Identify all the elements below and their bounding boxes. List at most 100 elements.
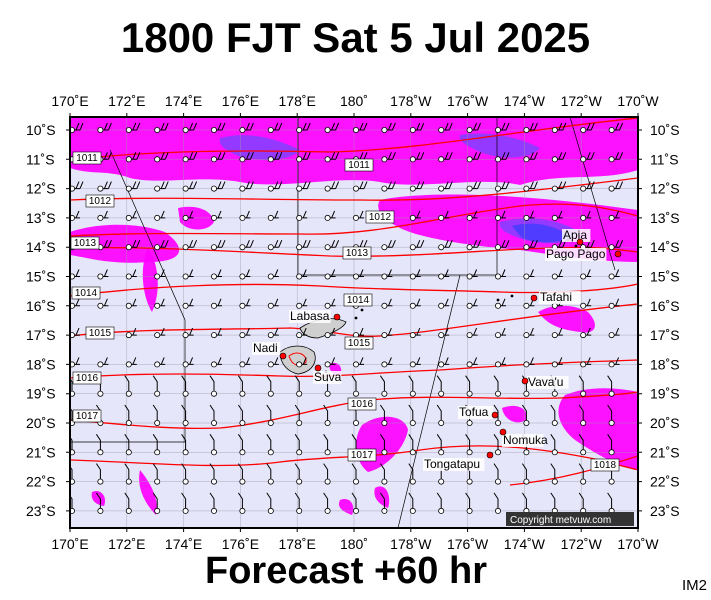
wind-barb-station <box>494 185 501 192</box>
latitude-label-right: 17˚S <box>650 327 680 343</box>
latitude-label-left: 10˚S <box>26 122 56 138</box>
wind-barb-station <box>438 302 445 309</box>
wind-barb-station <box>267 332 274 339</box>
wind-barb-station <box>409 127 416 134</box>
wind-barb-station <box>409 302 416 309</box>
place-marker <box>314 364 322 372</box>
wind-barb-station <box>125 332 132 339</box>
wind-barb-station <box>523 156 530 163</box>
rain-area <box>219 135 300 160</box>
wind-barb-station <box>210 332 217 339</box>
wind-barb-station <box>239 302 246 309</box>
isobar-label: 1017 <box>351 450 374 461</box>
place-label: Pago Pago <box>546 247 606 261</box>
wind-barb-station <box>239 185 246 192</box>
wind-barb-station <box>125 127 132 134</box>
wind-barb-station <box>494 449 501 456</box>
wind-barb-station <box>381 127 388 134</box>
wind-barb-station <box>154 361 161 368</box>
isobar-label: 1012 <box>89 196 112 207</box>
wind-barb-station <box>438 390 445 397</box>
wind-barb-station <box>608 390 615 397</box>
isobar-label: 1011 <box>76 153 98 164</box>
wind-barb-station <box>438 127 445 134</box>
wind-barb-station <box>438 185 445 192</box>
wind-barb-station <box>466 185 473 192</box>
wind-barb-station <box>324 332 331 339</box>
place-label: Nomuka <box>503 433 548 447</box>
isobar-label-box <box>347 448 377 462</box>
longitude-label-top: 180˚ <box>340 93 368 109</box>
wind-barb-station <box>324 390 331 397</box>
wind-barb-station <box>154 156 161 163</box>
place-label-bg <box>562 229 591 242</box>
wind-barb-station <box>97 390 104 397</box>
wind-barb-station <box>438 419 445 426</box>
wind-barb-station <box>551 449 558 456</box>
wind-barb-station <box>154 273 161 280</box>
isobar-label-box <box>70 236 100 250</box>
isobar-label: 1017 <box>76 411 99 422</box>
wind-barb-station <box>182 302 189 309</box>
place-label: Vava'u <box>528 375 563 389</box>
isobar-label-box <box>365 210 395 224</box>
wind-barb-station <box>182 419 189 426</box>
wind-barb-station <box>551 361 558 368</box>
wind-barb-station <box>239 361 246 368</box>
isobar-label-box <box>71 286 101 300</box>
wind-barb-station <box>70 507 75 514</box>
wind-barb-station <box>154 478 161 485</box>
wind-barb-station <box>239 273 246 280</box>
wind-barb-station <box>267 361 274 368</box>
wind-barb-station <box>608 127 615 134</box>
isobar-label-box <box>344 158 374 172</box>
wind-barb-station <box>551 156 558 163</box>
isobar-label: 1013 <box>346 248 369 259</box>
longitude-label-top: 170˚E <box>51 93 88 109</box>
wind-barb-station <box>466 302 473 309</box>
wind-barb-station <box>296 185 303 192</box>
forecast-label: Forecast +60 hr <box>205 550 487 592</box>
small-island <box>574 244 578 248</box>
wind-barb-station <box>70 449 75 456</box>
rain-area <box>139 470 157 515</box>
wind-barb-station <box>267 390 274 397</box>
viti-levu-island <box>279 345 316 375</box>
wind-barb-station <box>409 507 416 514</box>
wind-barb-station <box>381 507 388 514</box>
place-label-bg <box>289 310 331 323</box>
isobar-label-box <box>72 409 102 423</box>
latitude-label-left: 12˚S <box>26 181 56 197</box>
longitude-label-top: 174˚W <box>504 93 546 109</box>
wind-barb-station <box>608 361 615 368</box>
wind-barb-station <box>494 244 501 251</box>
wind-barb-station <box>352 185 359 192</box>
wind-barb-station <box>551 127 558 134</box>
place-label-bg <box>502 434 544 447</box>
wind-barb-station <box>523 302 530 309</box>
wind-barb-station <box>296 419 303 426</box>
wind-barb-station <box>551 332 558 339</box>
latitude-label-left: 15˚S <box>26 269 56 285</box>
wind-barb-station <box>210 244 217 251</box>
wind-barb-station <box>352 419 359 426</box>
wind-barb-station <box>352 273 359 280</box>
wind-barb-station <box>409 244 416 251</box>
wind-barb-station <box>70 332 75 339</box>
wind-barb-station <box>97 185 104 192</box>
latitude-label-right: 23˚S <box>650 503 680 519</box>
wind-barb-station <box>551 214 558 221</box>
wind-barbs <box>70 122 624 514</box>
latitude-label-left: 22˚S <box>26 474 56 490</box>
wind-barb-station <box>70 361 75 368</box>
wind-barb-station <box>466 361 473 368</box>
wind-barb-station <box>97 127 104 134</box>
isobar-label: 1014 <box>75 288 98 299</box>
isobar-line <box>70 359 638 379</box>
wind-barb-station <box>381 302 388 309</box>
place-label-bg <box>252 342 281 355</box>
wind-barb-station <box>154 332 161 339</box>
wind-barb-station <box>523 185 530 192</box>
wind-barb-station <box>125 507 132 514</box>
